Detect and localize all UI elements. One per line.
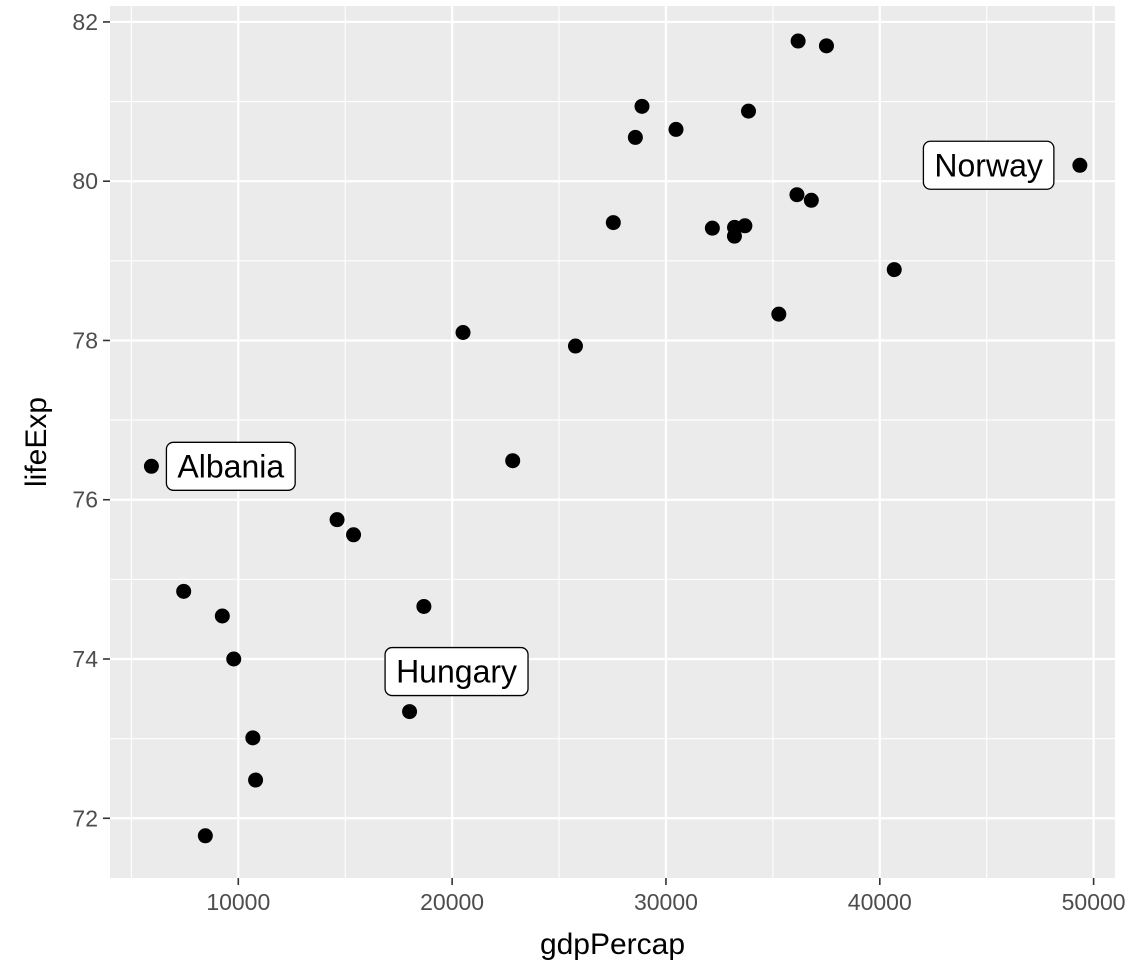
data-point [886,262,902,278]
data-point [627,129,643,145]
data-point [416,598,432,614]
data-point [1072,157,1088,173]
data-point [726,228,742,244]
country-labels: Albania Hungary Norway [165,140,1055,697]
data-point [176,583,192,599]
data-point [704,220,720,236]
data-point [329,512,345,528]
data-point [143,458,159,474]
data-point [789,187,805,203]
data-point [567,338,583,354]
label-text: Albania [177,448,284,484]
label-hungary: Hungary [384,646,529,697]
data-point [214,608,230,624]
label-albania: Albania [165,441,296,491]
data-point [455,325,471,341]
label-box [165,441,296,491]
data-point [245,730,261,746]
data-point [505,453,521,469]
y-axis-title: lifeExp [20,397,53,487]
x-axis-title: gdpPercap [540,928,685,961]
y-tick-label: 82 [72,9,98,35]
label-text: Norway [934,147,1042,183]
data-point [771,306,787,322]
y-tick-label: 78 [72,327,98,353]
x-axis-ticks: 10000 20000 30000 40000 50000 [206,878,1126,915]
data-point [790,33,806,49]
data-point [668,121,684,137]
x-tick-label: 50000 [1062,889,1126,915]
x-tick-label: 20000 [420,889,484,915]
data-points [143,33,1088,844]
y-axis-ticks: 72 74 76 78 80 82 [72,9,110,831]
data-point [737,218,753,234]
y-tick-label: 76 [72,487,98,513]
data-point [226,651,242,667]
data-point [346,527,362,543]
data-point [402,704,418,720]
data-point [634,98,650,114]
y-tick-label: 80 [72,168,98,194]
y-tick-label: 72 [72,805,98,831]
label-text: Hungary [396,654,517,690]
data-point [197,828,213,844]
data-point [803,192,819,208]
data-point [818,38,834,54]
label-box [922,140,1055,190]
data-point [248,772,264,788]
label-box [384,646,529,697]
data-point [740,103,756,119]
data-point [605,215,621,231]
minor-gridlines [110,6,1115,878]
x-tick-label: 40000 [848,889,912,915]
x-tick-label: 10000 [206,889,270,915]
label-norway: Norway [922,140,1055,190]
x-tick-label: 30000 [634,889,698,915]
y-tick-label: 74 [72,646,98,672]
